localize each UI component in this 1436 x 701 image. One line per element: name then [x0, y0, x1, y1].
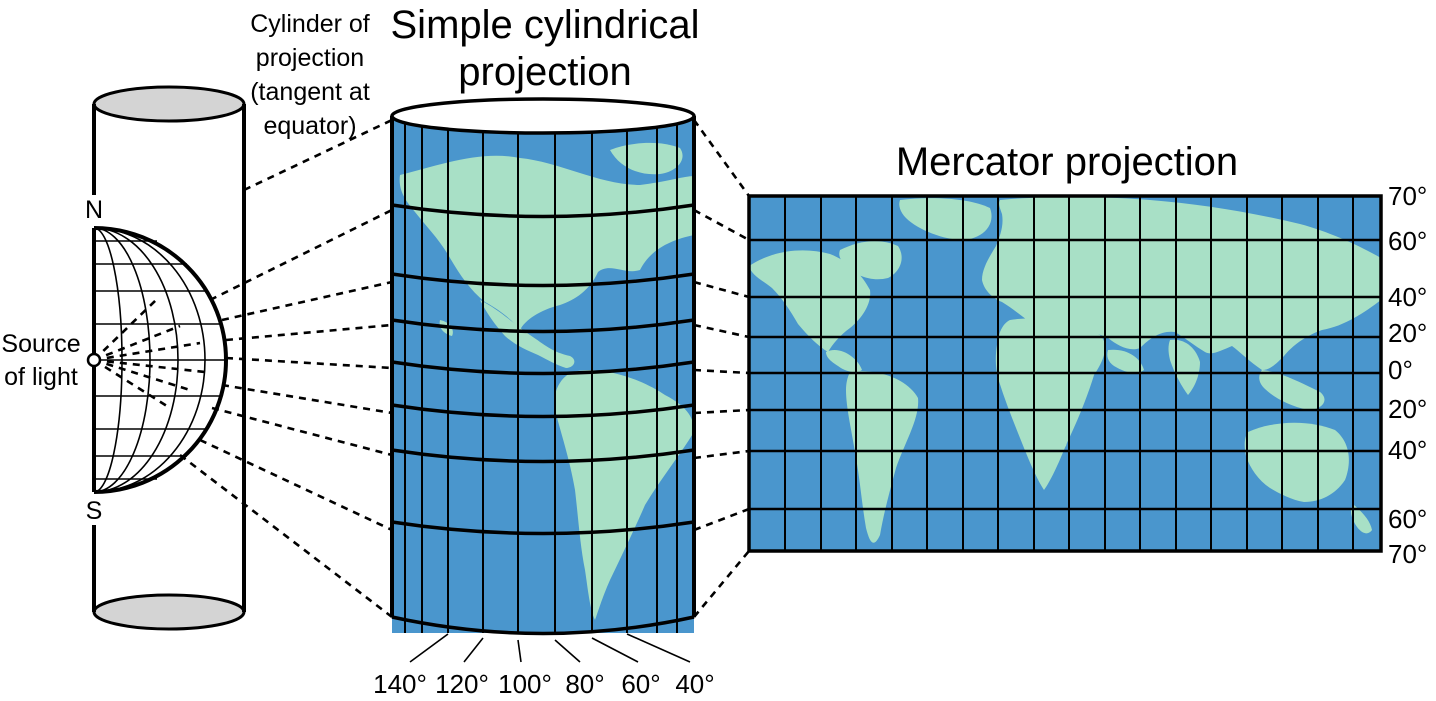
longitude-label: 40°	[675, 669, 714, 699]
cylinder-top-ellipse	[390, 97, 696, 135]
light-rays	[93, 299, 206, 410]
mercator-map	[747, 194, 1383, 553]
south-pole-label: S	[86, 497, 103, 525]
simple-cylindrical-title-line2: projection	[458, 50, 631, 94]
hemisphere-globe	[92, 226, 228, 494]
globe-cylinder-group	[86, 85, 246, 631]
simple-cylindrical-title-line1: Simple cylindrical	[391, 3, 700, 47]
cylinder-top-cap	[92, 85, 246, 123]
cylinder-meridians	[404, 116, 678, 633]
cylinder-label-line3: (tangent at	[250, 78, 370, 106]
latitude-label: 40°	[1388, 282, 1427, 312]
latitude-label: 60°	[1388, 504, 1427, 534]
latitude-label: 40°	[1388, 435, 1427, 465]
globe-to-cylinder-connectors	[179, 118, 393, 619]
mercator-title: Mercator projection	[896, 140, 1238, 184]
cylinder-label-line4: equator)	[263, 112, 356, 140]
longitude-label: 100°	[498, 669, 552, 699]
cylinder-continents	[399, 142, 694, 620]
longitude-label: 80°	[565, 669, 604, 699]
latitude-label: 60°	[1388, 226, 1427, 256]
longitude-label: 120°	[435, 669, 489, 699]
cylinder-bottom-cap	[92, 593, 246, 631]
source-of-light-label-line1: Source	[1, 330, 80, 358]
cylinder-parallels	[391, 203, 695, 536]
longitude-label: 60°	[621, 669, 660, 699]
cylinder-longitude-labels: 140° 120° 100° 80° 60° 40°	[373, 669, 715, 699]
latitude-label: 20°	[1388, 318, 1427, 348]
north-pole-label: N	[85, 196, 103, 224]
mercator-border	[747, 194, 1383, 553]
latitude-label: 0°	[1388, 355, 1413, 385]
cylinder-label-line2: projection	[256, 44, 364, 72]
source-of-light-label-line2: of light	[4, 363, 78, 391]
light-source-point	[86, 352, 102, 368]
longitude-tick-lines	[409, 633, 691, 663]
mercator-parallels	[749, 238, 1381, 511]
cylinder-to-mercator-connectors	[692, 119, 751, 618]
cylinder-label-line1: Cylinder of	[250, 10, 370, 38]
simple-cylinder	[390, 97, 696, 663]
latitude-label: 70°	[1388, 539, 1427, 569]
latitude-label: 70°	[1388, 181, 1427, 211]
latitude-label: 20°	[1388, 394, 1427, 424]
longitude-label: 140°	[373, 669, 427, 699]
cylinder-bottom-rim	[391, 615, 695, 636]
mercator-latitude-labels: 70° 60° 40° 20° 0° 20° 40° 60° 70°	[1388, 181, 1427, 569]
